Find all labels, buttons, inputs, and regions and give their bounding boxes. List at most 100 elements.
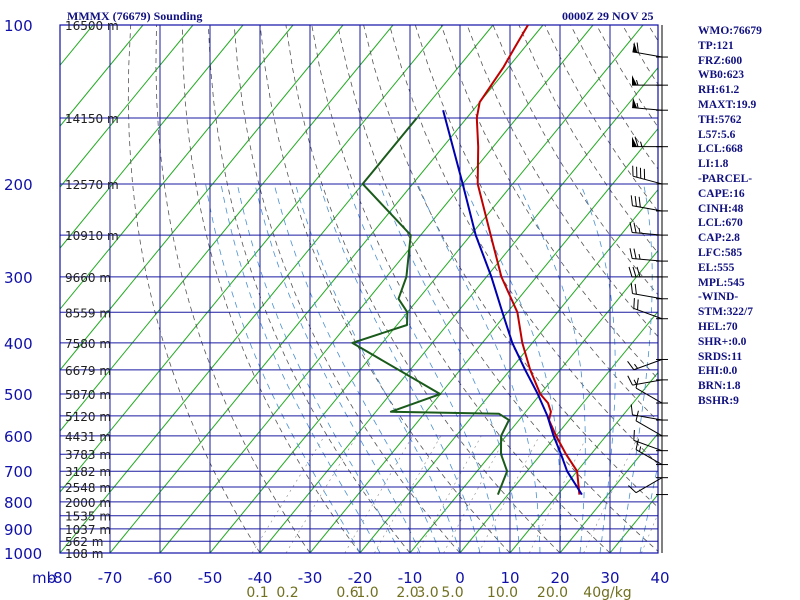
wind-barb-half-flag [638, 446, 642, 452]
height-label: 4431 m [65, 430, 111, 444]
index-entry: LCL:668 [698, 143, 743, 156]
index-entry: -WIND- [698, 291, 739, 304]
skewed-isotherm [60, 25, 294, 310]
moist-adiabat [273, 183, 441, 553]
index-entry: FRZ:600 [698, 54, 743, 67]
wind-barb-flag [630, 404, 633, 415]
wind-barb [629, 248, 663, 262]
wind-barb-flag [634, 196, 637, 207]
wind-barb-half-flag [634, 363, 638, 369]
skewed-isotherm [60, 25, 394, 432]
pressure-tick-label: 1000 [4, 545, 42, 563]
index-entry: TH:5762 [698, 113, 742, 126]
index-entry: SHR+:0.0 [698, 335, 747, 348]
wind-barb-flag [633, 298, 635, 309]
temperature-tick-label: 20 [550, 569, 569, 587]
wind-barb [627, 375, 663, 386]
index-entry: EHI:0.0 [698, 365, 738, 378]
mixing-ratio-label: 0.2 [276, 585, 298, 600]
index-entry: CAP:2.8 [698, 232, 740, 245]
index-entry: STM:322/7 [698, 306, 753, 319]
mixing-ratio-line [285, 435, 358, 553]
mixing-ratio-label: 20.0 [537, 585, 568, 600]
wind-barb-staff [635, 387, 663, 404]
moist-adiabat [463, 183, 562, 553]
skewed-isotherm [159, 25, 594, 553]
index-entry: LFC:585 [698, 246, 743, 259]
pressure-tick-label: 600 [4, 428, 33, 446]
wind-barb [630, 283, 663, 300]
wind-barb [635, 439, 663, 465]
height-label: 7580 m [65, 337, 111, 351]
parcel-line [442, 109, 583, 496]
temperature-tick-label: 0 [455, 569, 465, 587]
mixing-ratio-line [344, 435, 413, 553]
height-label: 5120 m [65, 410, 111, 424]
temperature-tick-label: -50 [198, 569, 223, 587]
height-label: 2548 m [65, 481, 111, 495]
wind-barb-half-flag [636, 80, 639, 86]
wind-barb-flag [635, 439, 639, 450]
height-label: 5870 m [65, 388, 111, 402]
wind-barb [630, 195, 663, 212]
temperature-tick-label: -30 [298, 569, 323, 587]
skewed-isotherm [60, 25, 194, 188]
temperature-tick-label: 10 [500, 569, 519, 587]
moist-adiabat [205, 183, 361, 553]
height-label: 9660 m [65, 271, 111, 285]
wind-barb-staff [633, 307, 663, 320]
height-label: 1535 m [65, 510, 111, 524]
skewed-isotherm [60, 25, 144, 127]
wind-barb [627, 359, 663, 371]
height-label: 2000 m [65, 496, 111, 510]
index-entry: L57:5.6 [698, 128, 736, 141]
skewed-isotherm [559, 432, 658, 553]
moist-adiabat [619, 183, 653, 553]
mixing-ratio-label: 0.1 [246, 585, 268, 600]
moist-adiabat [379, 183, 521, 553]
mixing-ratio-label: 2.0 [396, 585, 418, 600]
mixing-ratio-label: 5.0 [441, 585, 463, 600]
wind-barb-pennant [632, 97, 638, 109]
index-entry: BSHR:9 [698, 394, 739, 407]
wind-barb [632, 97, 663, 111]
index-entry: MAXT:19.9 [698, 98, 757, 111]
wind-barb [628, 477, 663, 494]
skewed-isotherm [359, 188, 658, 553]
wind-barb-flag [633, 248, 637, 259]
moist-adiabat [417, 183, 541, 553]
wind-barb-pennant [632, 41, 638, 53]
index-entry: LCL:670 [698, 217, 743, 230]
temperature-tick-label: -10 [398, 569, 423, 587]
temperature-tick-label: 40 [650, 569, 669, 587]
skewed-isotherm [60, 25, 444, 493]
index-entry: BRN:1.8 [698, 380, 741, 393]
height-label: 562 m [65, 535, 103, 549]
mixing-ratio-label: 10.0 [487, 585, 518, 600]
index-entry: CAPE:16 [698, 187, 745, 200]
wind-barb-half-flag [640, 141, 643, 147]
wind-barb-flag [634, 283, 637, 295]
temperature-tick-label: 30 [600, 569, 619, 587]
wind-barb-pennant [632, 75, 637, 86]
skewed-isotherm [209, 25, 644, 553]
wind-barb-half-flag [638, 227, 641, 234]
x-unit-label: mb [32, 569, 56, 587]
mixing-ratio-line [529, 435, 588, 553]
height-label: 3182 m [65, 465, 111, 479]
mixing-ratio-line [251, 435, 325, 553]
wind-barb-flag [627, 375, 633, 386]
wind-barb-staff [635, 477, 663, 494]
dry-adiabat [337, 25, 658, 552]
moist-adiabat [580, 183, 616, 553]
pressure-tick-label: 500 [4, 386, 33, 404]
wind-barb-flag [637, 299, 639, 310]
mixing-ratio-line [583, 435, 639, 553]
pressure-tick-label: 400 [4, 335, 33, 353]
wind-barb-flag [628, 485, 637, 494]
wind-barb-staff [633, 439, 663, 452]
mixing-ratio-label: 1.0 [356, 585, 378, 600]
skewed-isotherm [60, 25, 494, 553]
